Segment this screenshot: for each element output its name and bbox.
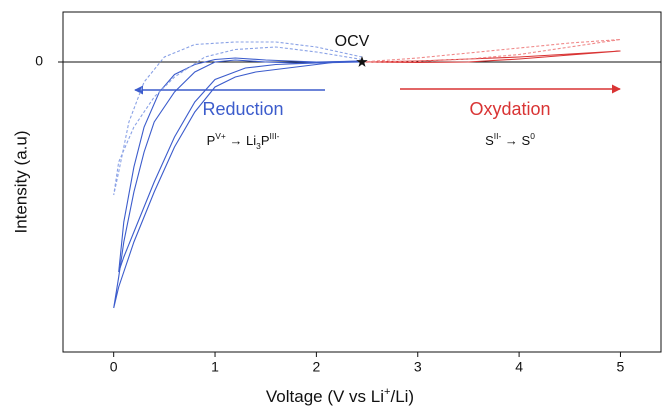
x-tick-label: 0 <box>110 359 118 375</box>
ocv-marker <box>356 56 368 67</box>
x-axis-title: Voltage (V vs Li+/Li) <box>266 386 414 407</box>
oxidation-formula-part: 0 <box>530 131 535 141</box>
reduction-formula-part: P <box>261 133 270 148</box>
reduction-formula-part: P <box>207 133 216 148</box>
x-axis-title-part: + <box>384 386 390 398</box>
cv-curve <box>113 59 363 309</box>
oxidation-formula-part: → S <box>501 133 530 148</box>
reduction-formula-part: → Li <box>226 133 256 148</box>
x-tick-label: 5 <box>617 359 625 375</box>
oxidation-formula-part: S <box>485 133 494 148</box>
x-tick-label: 3 <box>414 359 422 375</box>
x-axis-title-part: Voltage (V vs Li <box>266 387 384 406</box>
y-tick-label: 0 <box>35 53 43 69</box>
cv-curve <box>361 50 621 64</box>
reduction-formula-part: V+ <box>215 131 226 141</box>
oxidation-formula: SII- → S0 <box>485 131 535 148</box>
cv-curve <box>113 41 363 196</box>
x-tick-label: 2 <box>312 359 320 375</box>
ocv-label: OCV <box>335 33 370 50</box>
x-tick-label: 4 <box>515 359 523 375</box>
oxidation-label: Oxydation <box>469 99 550 119</box>
y-axis-title: Intensity (a.u) <box>11 131 30 234</box>
cv-curve <box>118 57 363 273</box>
x-tick-label: 1 <box>211 359 219 375</box>
reduction-formula-part: III- <box>270 131 280 141</box>
x-axis-title-part: /Li) <box>390 387 414 406</box>
plot-frame <box>62 11 662 353</box>
oxidation-formula-part: II- <box>494 131 502 141</box>
reduction-formula: PV+ → Li3PIII- <box>207 131 280 151</box>
reduction-formula-part: 3 <box>256 141 261 151</box>
reduction-label: Reduction <box>202 99 283 119</box>
